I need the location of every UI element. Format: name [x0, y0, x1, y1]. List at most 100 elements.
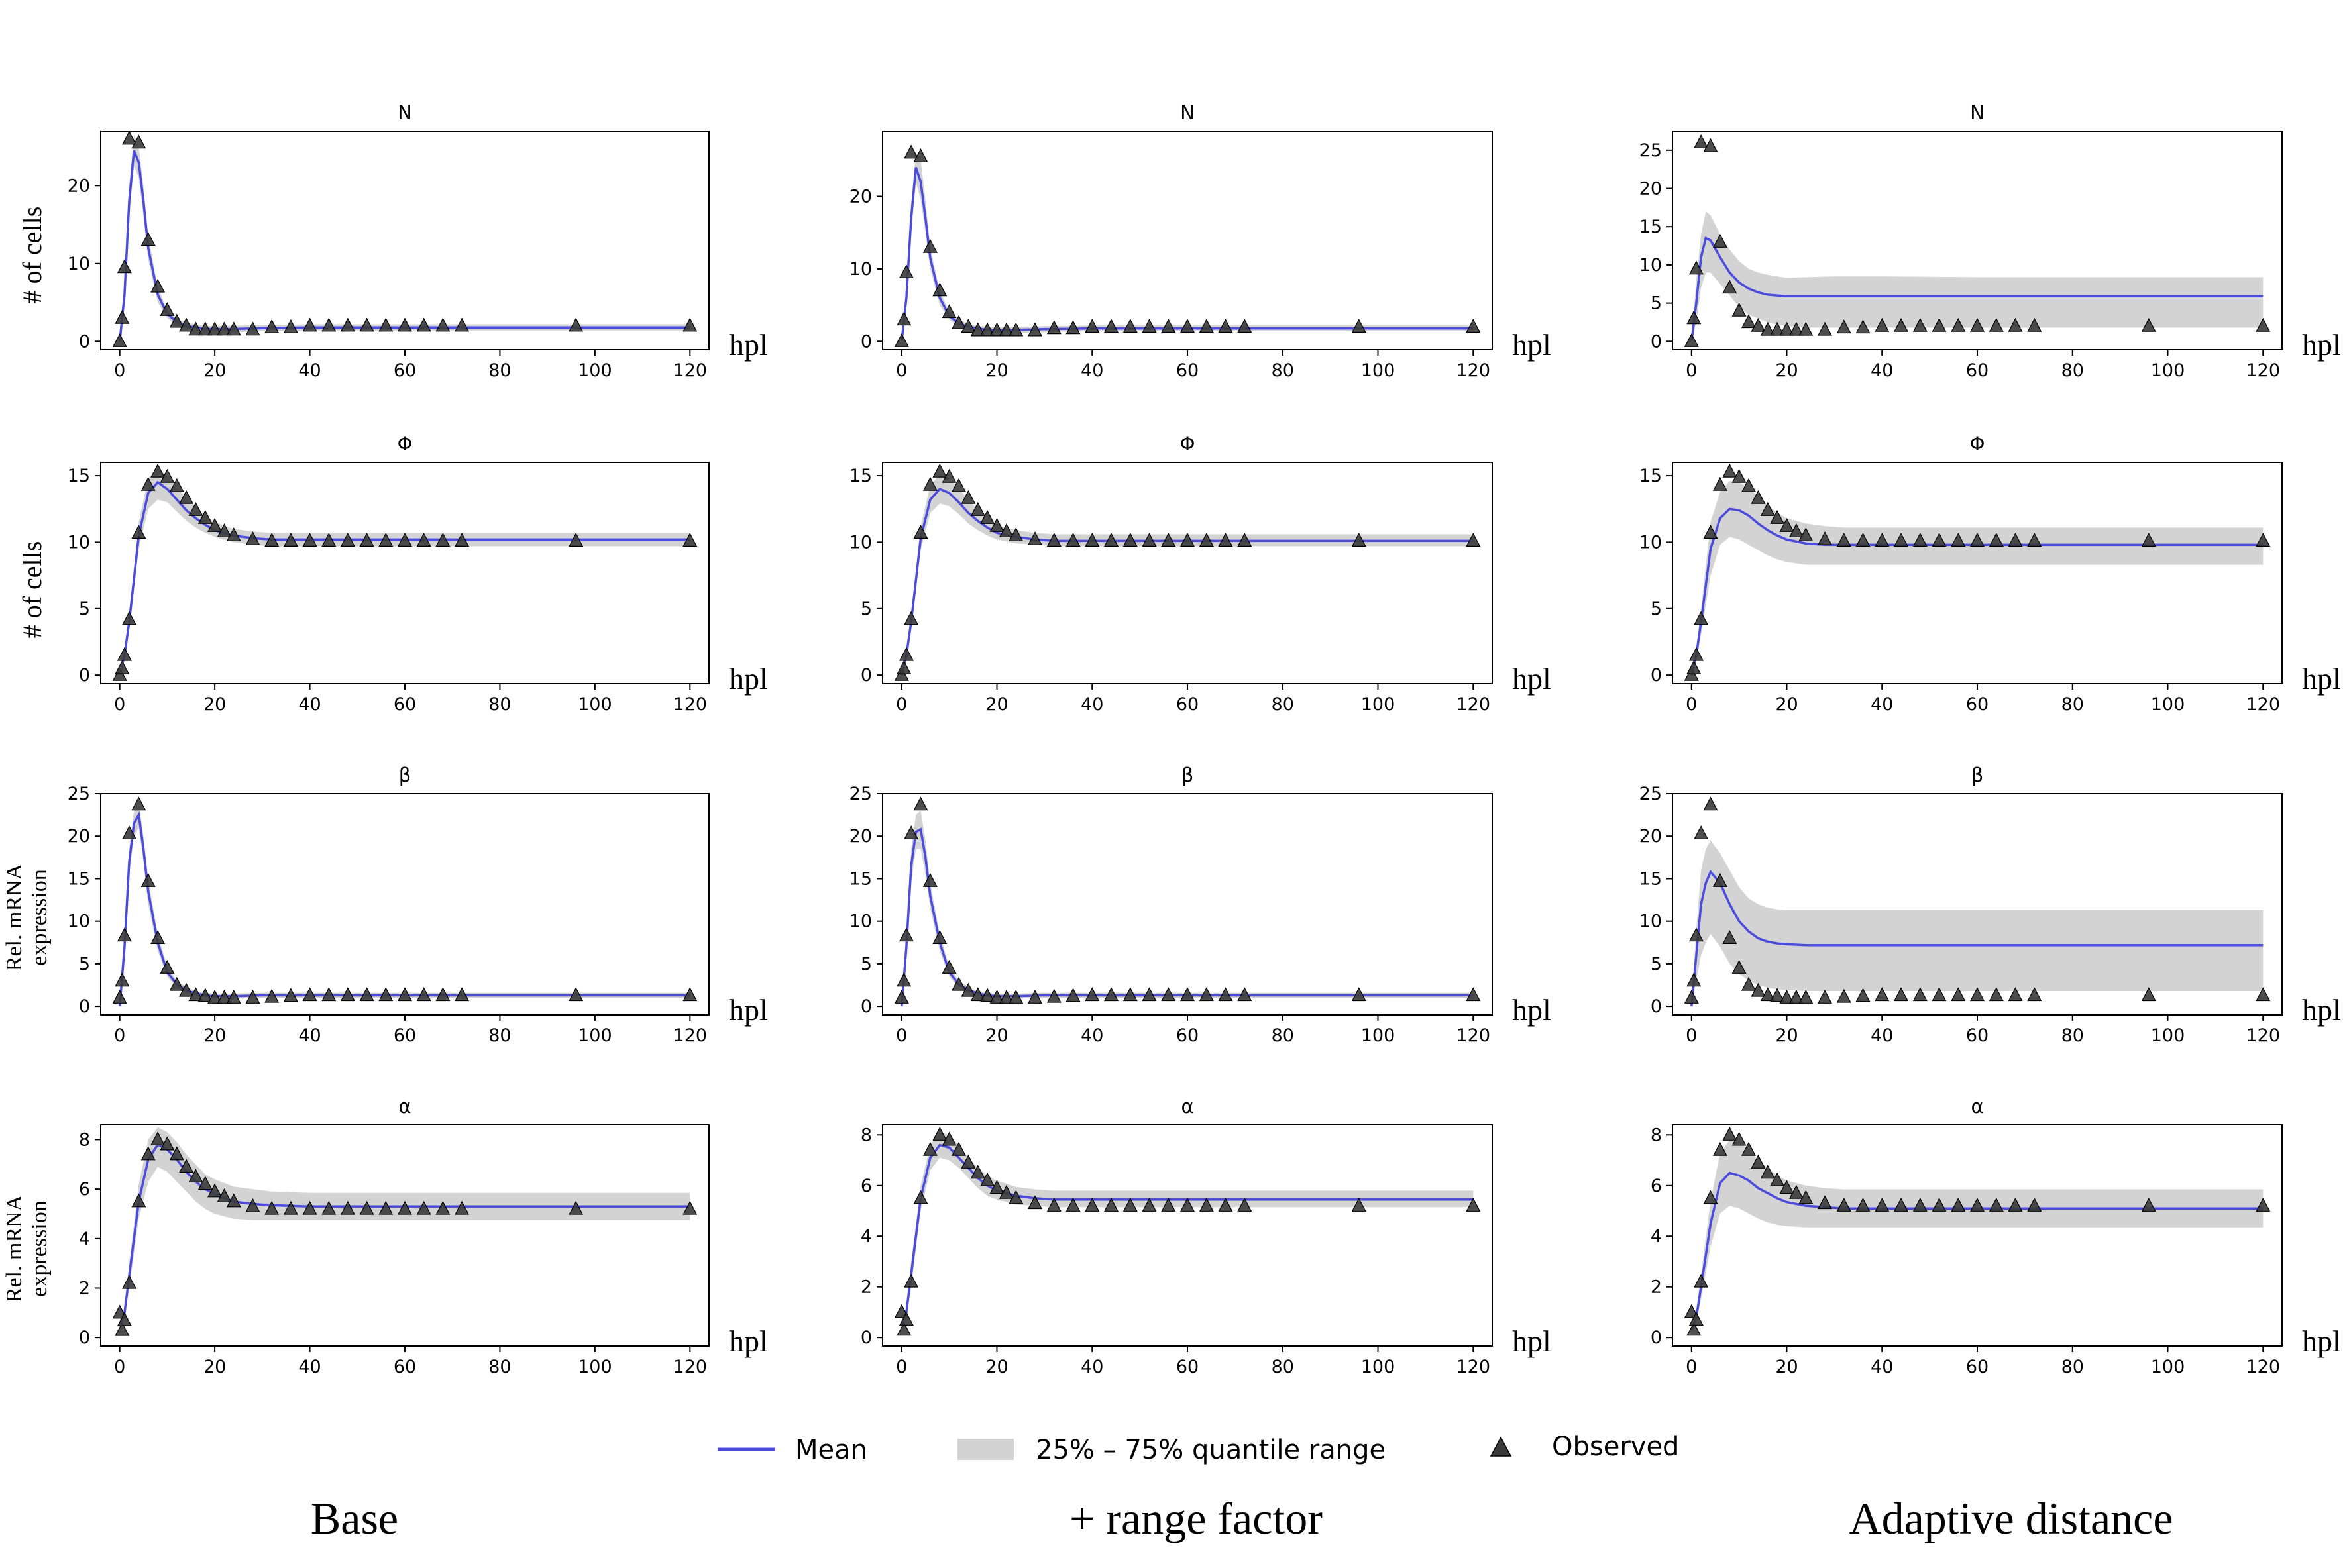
- y-tick-label: 4: [1651, 1226, 1662, 1247]
- observed-point: [217, 321, 232, 336]
- x-tick-label: 20: [985, 1357, 1008, 1377]
- observed-point: [264, 533, 280, 547]
- observed-point: [1741, 1141, 1756, 1156]
- observed-point: [1351, 533, 1366, 547]
- x-tick-label: 120: [673, 1025, 708, 1046]
- panel-title: N: [398, 101, 412, 124]
- observed-point: [899, 927, 914, 942]
- observed-point: [942, 1131, 957, 1146]
- x-tick-label: 40: [1871, 694, 1893, 715]
- observed-point: [416, 1200, 431, 1215]
- x-tick-label: 40: [1081, 1025, 1103, 1046]
- panel-2-1: 0 20 40 60 80 100 120 0 5 10 15 20 25 β hpl: [849, 764, 1551, 1046]
- x-tick-label: 100: [1361, 694, 1395, 715]
- y-tick-label: 5: [79, 599, 90, 619]
- x-tick-label: 20: [203, 1025, 226, 1046]
- observed-point: [207, 518, 223, 532]
- panel-title: β: [1971, 764, 1984, 786]
- observed-point: [398, 1200, 412, 1215]
- observed-point: [179, 317, 194, 332]
- observed-point: [1161, 1198, 1176, 1212]
- observed-point: [150, 463, 166, 478]
- observed-point: [1855, 533, 1871, 547]
- y-tick-label: 25: [68, 784, 90, 804]
- x-tick-label: 60: [1176, 360, 1199, 381]
- observed-point: [899, 1312, 914, 1326]
- x-tick-label: 80: [2061, 1025, 2084, 1046]
- observed-point: [160, 960, 175, 974]
- observed-point: [435, 987, 451, 1002]
- observed-point: [283, 319, 298, 333]
- observed-point: [1684, 990, 1699, 1004]
- observed-point: [455, 317, 470, 332]
- observed-point: [1836, 1198, 1851, 1212]
- observed-point: [1836, 988, 1851, 1003]
- ylabel-row-4-line-1: Rel. mRNA: [2, 1194, 27, 1302]
- quantile-band: [1691, 481, 2264, 676]
- observed-point: [1237, 987, 1252, 1002]
- y-tick-label: 15: [1639, 868, 1662, 889]
- panel-title: Φ: [1970, 433, 1985, 455]
- mean-line: [1690, 869, 2264, 1007]
- observed-point: [455, 987, 470, 1002]
- x-tick-label: 40: [298, 694, 321, 715]
- observed-point: [1703, 796, 1718, 811]
- observed-point: [2141, 317, 2156, 332]
- observed-point: [1085, 533, 1100, 547]
- observed-point: [1779, 990, 1794, 1004]
- observed-point: [897, 660, 912, 674]
- observed-point: [2027, 987, 2042, 1002]
- quantile-band: [119, 469, 690, 676]
- panel-2-2: 0 20 40 60 80 100 120 0 5 10 15 20 25 β hpl: [1639, 764, 2341, 1046]
- quantile-band: [1691, 1139, 2264, 1333]
- observed-point: [1161, 533, 1176, 547]
- observed-point: [1104, 319, 1119, 333]
- x-tick-label: 80: [488, 694, 511, 715]
- observed-point: [1731, 1131, 1747, 1146]
- observed-point: [682, 1200, 698, 1215]
- x-tick-label: 60: [1966, 1025, 1989, 1046]
- observed-point: [283, 988, 298, 1002]
- observed-point: [1855, 319, 1871, 334]
- y-tick-label: 10: [68, 532, 90, 552]
- observed-point: [1741, 976, 1756, 991]
- observed-point: [1770, 988, 1785, 1002]
- quantile-band: [901, 1132, 1474, 1330]
- observed-point: [2008, 533, 2023, 547]
- observed-point: [1779, 1180, 1794, 1194]
- observed-point: [932, 282, 948, 297]
- observed-point: [264, 319, 280, 333]
- ylabel-row-1: # of cells: [17, 207, 47, 304]
- x-tick-label: 0: [896, 1357, 907, 1377]
- observed-point: [2008, 317, 2023, 332]
- axes-frame: [882, 793, 1493, 1016]
- observed-point: [1751, 982, 1766, 997]
- observed-point: [1760, 1165, 1775, 1179]
- observed-point: [897, 1322, 912, 1336]
- axes-frame: [882, 462, 1493, 684]
- observed-point: [1218, 319, 1233, 333]
- observed-point: [1688, 647, 1704, 661]
- x-tick-label: 120: [2246, 1357, 2280, 1377]
- observed-point: [1770, 321, 1785, 336]
- observed-point: [226, 527, 241, 541]
- observed-point: [904, 144, 919, 159]
- quantile-band: [119, 1127, 690, 1330]
- x-tick-label: 100: [578, 694, 612, 715]
- observed-point: [904, 1273, 919, 1288]
- mean-line: [901, 1143, 1474, 1326]
- observed-point: [1122, 319, 1138, 333]
- observed-point: [922, 476, 938, 491]
- observed-point: [435, 1200, 451, 1215]
- y-tick-label: 10: [849, 259, 872, 280]
- observed-point: [1912, 1198, 1928, 1212]
- y-tick-label: 15: [1639, 217, 1662, 237]
- observed-point: [1686, 1322, 1702, 1336]
- observed-point: [1237, 533, 1252, 547]
- y-tick-label: 5: [1651, 599, 1662, 619]
- observed-point: [1046, 988, 1062, 1003]
- observed-point: [1722, 463, 1737, 478]
- observed-point: [1741, 314, 1756, 329]
- axes-frame: [100, 131, 710, 350]
- x-unit-label: hpl: [2302, 993, 2341, 1027]
